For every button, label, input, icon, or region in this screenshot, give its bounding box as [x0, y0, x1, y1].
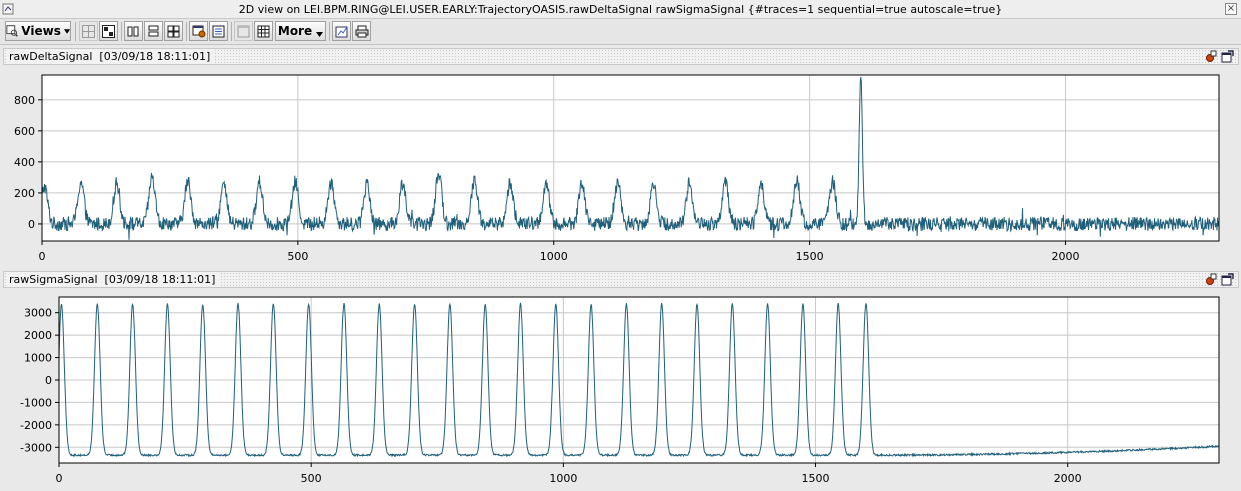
- y-tick-label: 200: [14, 187, 35, 200]
- y-tick-label: 400: [14, 156, 35, 169]
- blank-view-button[interactable]: [234, 21, 253, 41]
- x-tick-label: 1000: [540, 250, 568, 263]
- y-tick-label: 3000: [24, 307, 52, 320]
- blank-panel-icon: [237, 25, 250, 37]
- y-tick-label: 1000: [24, 352, 52, 365]
- toolbar-separator: [121, 22, 122, 41]
- x-tick-label: 2000: [1054, 472, 1082, 485]
- x-tick-label: 0: [39, 250, 46, 263]
- x-tick-label: 0: [56, 472, 63, 485]
- toolbar-separator: [75, 22, 76, 41]
- settings-icon[interactable]: [1205, 50, 1218, 63]
- list-icon: [212, 25, 225, 37]
- panel-timestamp: [03/09/18 18:11:01]: [99, 50, 211, 63]
- rows-icon: [148, 25, 159, 36]
- more-button[interactable]: More: [275, 21, 326, 41]
- window-titlebar: 2D view on LEI.BPM.RING@LEI.USER.EARLY:T…: [0, 0, 1241, 19]
- layout-quad-button[interactable]: [164, 21, 183, 41]
- y-tick-label: 600: [14, 125, 35, 138]
- window-gear-icon: [192, 25, 205, 37]
- columns-icon: [127, 26, 139, 36]
- table-icon: [257, 25, 270, 37]
- settings-icon[interactable]: [1205, 273, 1218, 286]
- toolbar-separator: [186, 22, 187, 41]
- window-title: 2D view on LEI.BPM.RING@LEI.USER.EARLY:T…: [238, 3, 1003, 16]
- window-settings-button[interactable]: [189, 21, 208, 41]
- window-close-button[interactable]: ×: [1225, 3, 1237, 15]
- export-chart-icon: [335, 26, 347, 37]
- panel-header-sigma: rawSigmaSignal [03/09/18 18:11:01]: [3, 271, 1239, 288]
- more-label: More: [277, 24, 313, 38]
- layout-columns-button[interactable]: [124, 21, 143, 41]
- y-tick-label: -3000: [20, 441, 52, 454]
- detach-icon[interactable]: [1221, 273, 1234, 286]
- toolbar-separator: [231, 22, 232, 41]
- x-tick-label: 2000: [1051, 250, 1079, 263]
- x-tick-label: 500: [287, 250, 308, 263]
- chevron-down-icon: [63, 28, 70, 34]
- panel-signal-name: rawDeltaSignal: [9, 50, 93, 63]
- y-tick-label: -2000: [20, 419, 52, 432]
- chevron-down-icon: [316, 31, 324, 37]
- y-tick-label: 2000: [24, 329, 52, 342]
- views-icon: [6, 25, 18, 37]
- panel-timestamp: [03/09/18 18:11:01]: [104, 273, 216, 286]
- toolbar-separator: [329, 22, 330, 41]
- y-tick-label: -1000: [20, 396, 52, 409]
- panel-header-delta: rawDeltaSignal [03/09/18 18:11:01]: [3, 48, 1239, 65]
- x-tick-label: 1500: [796, 250, 824, 263]
- panel-signal-name: rawSigmaSignal: [9, 273, 98, 286]
- tile-layout-icon: [102, 24, 115, 38]
- panel-title-delta: rawDeltaSignal [03/09/18 18:11:01]: [6, 49, 215, 64]
- app-icon: [2, 3, 14, 15]
- views-button[interactable]: Views: [5, 21, 71, 41]
- layout-tile-button[interactable]: [99, 21, 118, 41]
- x-tick-label: 1500: [802, 472, 830, 485]
- x-tick-label: 1000: [549, 472, 577, 485]
- y-tick-label: 0: [28, 218, 35, 231]
- x-tick-label: 500: [301, 472, 322, 485]
- plot-frame: [58, 296, 1220, 464]
- list-settings-button[interactable]: [209, 21, 228, 41]
- layout-rows-button[interactable]: [144, 21, 163, 41]
- detach-icon[interactable]: [1221, 50, 1234, 63]
- plot-frame: [41, 74, 1220, 242]
- export-button[interactable]: [332, 21, 351, 41]
- quad-icon: [167, 25, 180, 37]
- y-tick-label: 0: [45, 374, 52, 387]
- table-view-button[interactable]: [254, 21, 273, 41]
- signal-trace-line: [41, 77, 1220, 240]
- printer-icon: [355, 25, 368, 37]
- grid-layout-icon: [82, 24, 95, 38]
- signal-trace-line: [58, 302, 1220, 458]
- panel-title-sigma: rawSigmaSignal [03/09/18 18:11:01]: [6, 272, 220, 287]
- y-tick-label: 800: [14, 94, 35, 107]
- toolbar: Views More: [0, 19, 1241, 45]
- views-label: Views: [21, 24, 61, 38]
- print-button[interactable]: [352, 21, 371, 41]
- sigma-signal-chart[interactable]: 0 500 1000 1500 2000 -3000 -2000 -1000 0 1000 2000…: [0, 289, 1241, 491]
- layout-grid-button[interactable]: [79, 21, 98, 41]
- delta-signal-chart[interactable]: 0 500 1000 1500 2000 0 200 400 600 800: [0, 66, 1241, 268]
